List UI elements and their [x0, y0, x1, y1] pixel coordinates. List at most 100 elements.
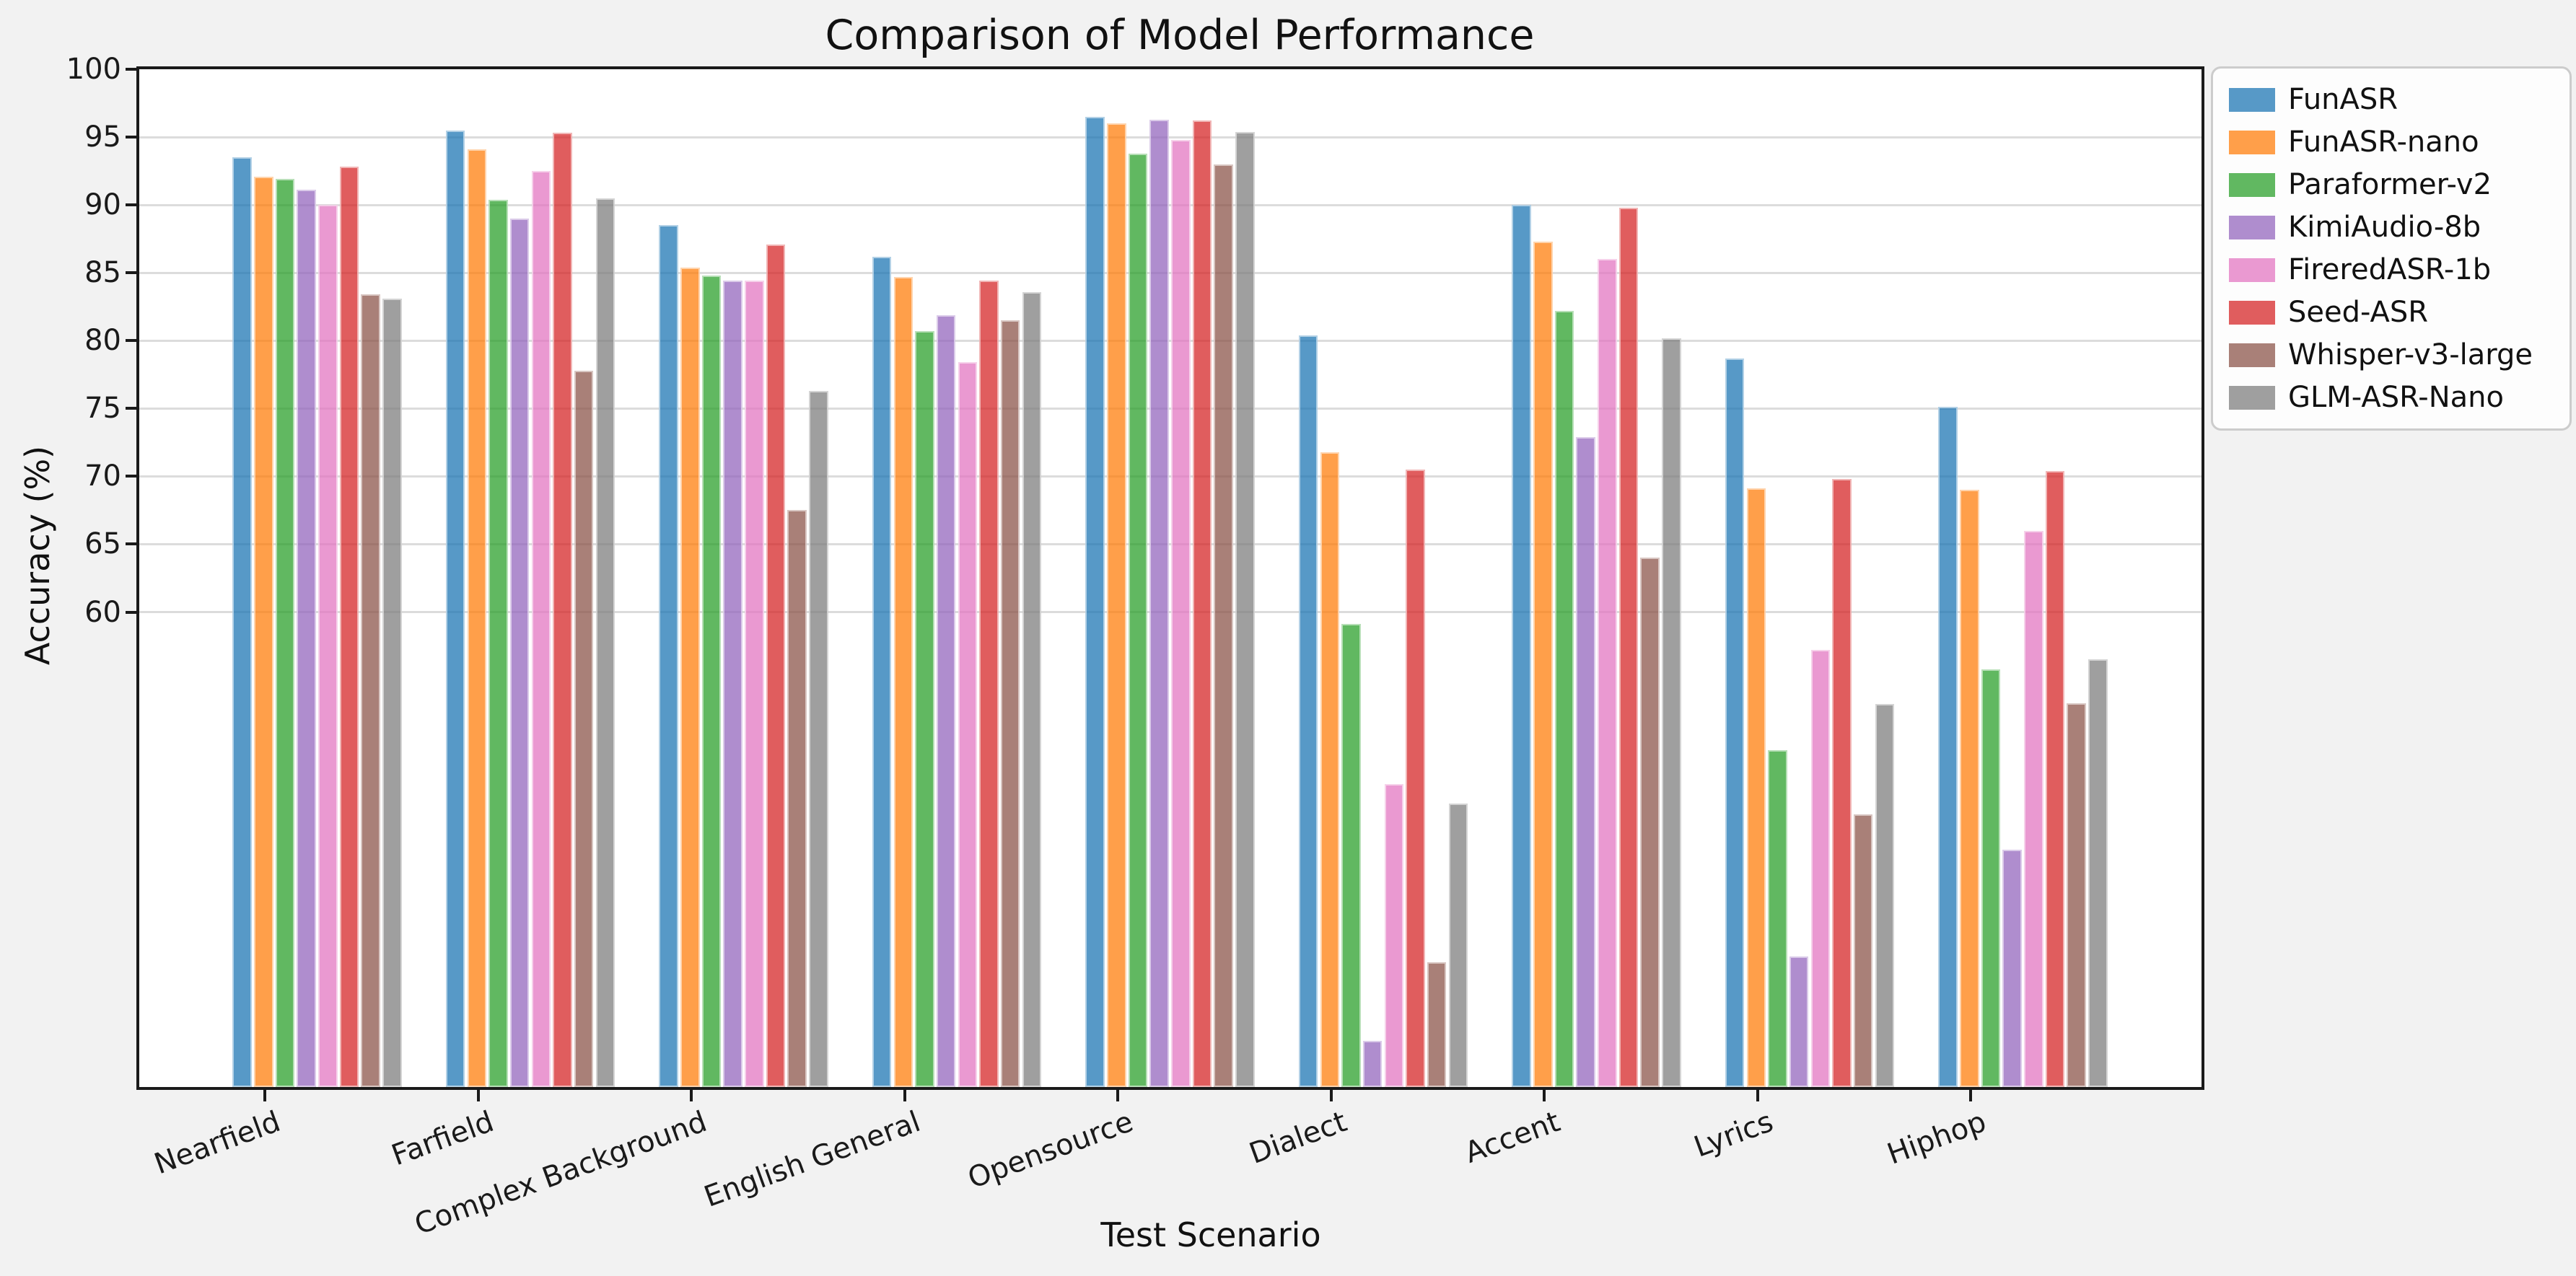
- bar-kimiaudio-8b: [723, 281, 742, 1087]
- bar-kimiaudio-8b: [2002, 849, 2022, 1087]
- legend-label: KimiAudio-8b: [2288, 211, 2481, 244]
- bar-kimiaudio-8b: [1576, 436, 1595, 1087]
- bar-glm-asr-nano: [1235, 131, 1255, 1087]
- legend-item-whisper-v3-large: Whisper-v3-large: [2229, 338, 2554, 371]
- bar-whisper-v3-large: [1427, 962, 1447, 1087]
- y-tick-mark: [126, 136, 137, 139]
- x-tick-mark: [263, 1090, 266, 1101]
- bar-seed-asr: [1192, 120, 1212, 1087]
- bar-funasr: [659, 225, 678, 1087]
- chart-title: Comparison of Model Performance: [825, 12, 1535, 59]
- legend-swatch-icon: [2229, 172, 2275, 197]
- bar-kimiaudio-8b: [1362, 1041, 1383, 1087]
- legend-label: FunASR-nano: [2288, 126, 2479, 159]
- bar-whisper-v3-large: [1853, 814, 1873, 1087]
- y-tick-mark: [126, 610, 137, 614]
- x-tick-mark: [903, 1090, 906, 1101]
- y-tick-label: 70: [84, 459, 121, 493]
- bar-whisper-v3-large: [787, 510, 807, 1087]
- bar-seed-asr: [553, 133, 572, 1087]
- legend-label: Whisper-v3-large: [2288, 338, 2533, 371]
- legend-swatch-icon: [2229, 87, 2275, 112]
- bar-fireredasr-1b: [745, 281, 764, 1087]
- bar-funasr: [1085, 116, 1105, 1087]
- bar-kimiaudio-8b: [936, 314, 956, 1087]
- bar-funasr: [1298, 335, 1318, 1087]
- bar-glm-asr-nano: [382, 298, 402, 1087]
- bar-seed-asr: [1832, 479, 1852, 1087]
- legend: FunASR FunASR-nano Paraformer-v2 KimiAudio-…: [2211, 66, 2572, 431]
- bar-fireredasr-1b: [318, 205, 338, 1087]
- x-tick-label: Opensource: [963, 1105, 1138, 1196]
- bar-whisper-v3-large: [2067, 703, 2086, 1087]
- y-tick-label: 75: [84, 392, 121, 426]
- y-tick-label: 85: [84, 256, 121, 290]
- bar-glm-asr-nano: [1448, 803, 1468, 1087]
- x-tick-label: Nearfield: [150, 1105, 285, 1182]
- x-tick-mark: [1329, 1090, 1333, 1101]
- bar-kimiaudio-8b: [509, 218, 530, 1087]
- legend-swatch-icon: [2229, 215, 2275, 239]
- legend-item-fireredasr-1b: FireredASR-1b: [2229, 253, 2554, 286]
- bar-funasr-nano: [1320, 452, 1340, 1087]
- bar-paraformer-v2: [489, 199, 508, 1087]
- bar-fireredasr-1b: [1598, 259, 1617, 1087]
- bar-fireredasr-1b: [1384, 784, 1404, 1087]
- x-tick-mark: [1543, 1090, 1546, 1101]
- y-tick-mark: [126, 203, 137, 207]
- x-tick-mark: [476, 1090, 480, 1101]
- y-tick-mark: [126, 68, 137, 71]
- bar-funasr-nano: [1960, 490, 1979, 1087]
- bar-seed-asr: [979, 281, 999, 1087]
- x-tick-mark: [1116, 1090, 1119, 1101]
- x-axis-title: Test Scenario: [1100, 1215, 1321, 1254]
- y-tick-mark: [126, 339, 137, 343]
- bar-glm-asr-nano: [1022, 291, 1042, 1087]
- bar-whisper-v3-large: [361, 294, 380, 1087]
- legend-swatch-icon: [2229, 130, 2275, 154]
- y-gridline: [139, 475, 2202, 478]
- bar-paraformer-v2: [275, 179, 295, 1087]
- bar-fireredasr-1b: [1810, 650, 1831, 1087]
- bar-fireredasr-1b: [531, 171, 551, 1087]
- x-tick-label: Lyrics: [1689, 1105, 1778, 1164]
- bar-funasr-nano: [1746, 488, 1766, 1087]
- y-tick-label: 60: [84, 595, 121, 629]
- bar-paraformer-v2: [915, 331, 934, 1087]
- legend-item-kimiaudio-8b: KimiAudio-8b: [2229, 211, 2554, 244]
- bar-funasr-nano: [467, 149, 487, 1087]
- bar-paraformer-v2: [1341, 624, 1361, 1087]
- x-tick-label: Hiphop: [1883, 1105, 1991, 1171]
- bar-funasr: [445, 130, 465, 1087]
- legend-swatch-icon: [2229, 258, 2275, 282]
- y-axis-title: Accuracy (%): [18, 445, 57, 666]
- bar-paraformer-v2: [1981, 669, 2001, 1087]
- bar-funasr: [1938, 407, 1958, 1087]
- bar-whisper-v3-large: [574, 370, 594, 1087]
- bar-seed-asr: [1406, 469, 1425, 1087]
- bar-seed-asr: [2045, 470, 2065, 1087]
- bar-paraformer-v2: [701, 275, 722, 1087]
- bar-funasr: [872, 256, 892, 1087]
- bar-funasr: [232, 157, 252, 1087]
- legend-item-seed-asr: Seed-ASR: [2229, 296, 2554, 329]
- bar-funasr-nano: [254, 176, 273, 1087]
- y-tick-label: 80: [84, 324, 121, 358]
- y-gridline: [139, 271, 2202, 274]
- bar-fireredasr-1b: [958, 362, 978, 1087]
- bar-glm-asr-nano: [809, 390, 828, 1087]
- bar-seed-asr: [1618, 207, 1639, 1087]
- bar-glm-asr-nano: [2088, 659, 2108, 1087]
- bar-funasr-nano: [1107, 123, 1126, 1087]
- bar-whisper-v3-large: [1640, 558, 1660, 1087]
- bar-funasr-nano: [893, 276, 914, 1087]
- x-tick-mark: [690, 1090, 693, 1101]
- bar-whisper-v3-large: [1214, 164, 1233, 1087]
- bar-seed-asr: [339, 167, 359, 1087]
- x-tick-label: Accent: [1460, 1105, 1564, 1170]
- y-gridline: [139, 339, 2202, 342]
- legend-label: Seed-ASR: [2288, 296, 2429, 329]
- y-tick-label: 95: [84, 120, 121, 154]
- y-tick-mark: [126, 542, 137, 546]
- legend-swatch-icon: [2229, 300, 2275, 325]
